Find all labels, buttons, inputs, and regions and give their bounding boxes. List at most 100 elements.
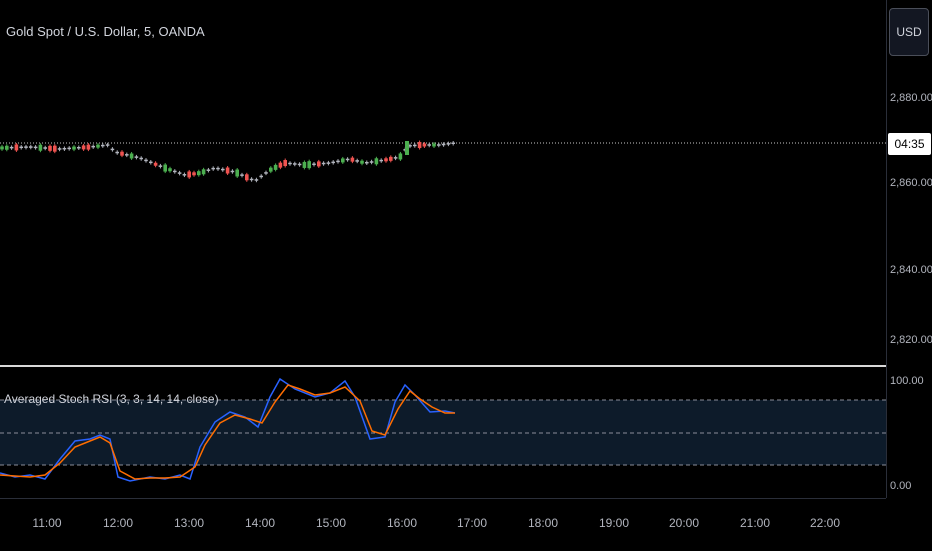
- candle-body: [283, 160, 287, 167]
- candle-body: [14, 144, 19, 151]
- candle-body: [91, 145, 95, 148]
- candle-body: [278, 162, 283, 168]
- price-axis-label: 2,860.000: [890, 177, 932, 189]
- price-axis-label: 2,820.000: [890, 334, 932, 346]
- candle-body: [120, 151, 124, 156]
- oscillator-pane[interactable]: [0, 367, 886, 498]
- candle-body: [149, 161, 153, 164]
- candle-body: [211, 167, 215, 170]
- osc-axis-label: 100.00: [890, 375, 924, 387]
- time-label: 20:00: [668, 516, 700, 530]
- candle-body: [216, 167, 220, 170]
- time-label: 21:00: [739, 516, 771, 530]
- candle-body: [307, 161, 311, 169]
- candle-body: [144, 159, 148, 162]
- time-label: 17:00: [456, 516, 488, 530]
- candle-body: [57, 148, 62, 150]
- candle-body: [115, 151, 119, 154]
- candle-body: [105, 144, 110, 146]
- candle-body: [5, 145, 9, 150]
- candle-body: [240, 174, 244, 176]
- candle-body: [173, 170, 177, 173]
- candle-body: [259, 175, 263, 178]
- candle-body: [9, 146, 14, 149]
- candle-body: [101, 144, 105, 147]
- candle-body: [158, 165, 163, 167]
- time-label: 19:00: [598, 516, 630, 530]
- time-axis[interactable]: [0, 498, 886, 551]
- price-axis[interactable]: [886, 0, 932, 498]
- candle-body: [129, 153, 134, 159]
- osc-axis-label: 0.00: [890, 480, 912, 492]
- price-axis-label: 2,880.000: [890, 92, 932, 104]
- candle-body: [437, 144, 441, 146]
- candle-body: [360, 160, 364, 164]
- time-label: 14:00: [244, 516, 276, 530]
- time-label: 11:00: [32, 516, 62, 530]
- candle-body: [317, 161, 321, 167]
- candle-body: [345, 158, 350, 161]
- candle-body: [197, 171, 201, 176]
- candle-body: [187, 171, 191, 178]
- price-axis-label: 2,840.000: [890, 264, 932, 276]
- bar-countdown: 04:35: [888, 133, 931, 155]
- oscillator-title[interactable]: Averaged Stoch RSI (3, 3, 14, 14, close): [4, 392, 219, 406]
- time-label: 15:00: [315, 516, 347, 530]
- candle-body: [405, 141, 409, 155]
- candle-body: [81, 145, 86, 150]
- candle-body: [432, 143, 436, 147]
- candle-body: [134, 156, 139, 158]
- time-label: 13:00: [173, 516, 205, 530]
- candle-body: [341, 158, 345, 163]
- candle-body: [355, 160, 359, 162]
- candle-body: [72, 146, 76, 150]
- candle-body: [336, 160, 340, 163]
- price-chart-pane[interactable]: Gold Spot / U.S. Dollar, 5, OANDA: [0, 0, 886, 365]
- candle-body: [417, 142, 422, 149]
- candle-body: [62, 147, 67, 150]
- candle-body: [269, 167, 273, 172]
- candle-body: [422, 143, 427, 147]
- candle-body: [273, 164, 278, 170]
- candle-body: [38, 144, 43, 151]
- candle-body: [326, 162, 331, 164]
- candle-body: [33, 146, 38, 149]
- candle-body: [192, 172, 196, 176]
- stoch-rsi-chart: [0, 377, 886, 482]
- candle-body: [43, 147, 47, 149]
- pane-separator[interactable]: [0, 365, 932, 367]
- candle-body: [163, 164, 167, 172]
- candle-body: [369, 161, 374, 163]
- candle-body: [19, 146, 23, 149]
- stoch-k-line: [0, 377, 456, 482]
- candle-body: [67, 147, 71, 150]
- candle-body: [312, 163, 316, 166]
- candle-body: [182, 174, 187, 176]
- candle-body: [384, 158, 388, 162]
- candle-body: [413, 144, 417, 147]
- symbol-title[interactable]: Gold Spot / U.S. Dollar, 5, OANDA: [6, 24, 205, 39]
- candle-body: [53, 145, 57, 152]
- candle-body: [427, 144, 431, 146]
- candle-body: [264, 172, 268, 174]
- candle-body: [125, 154, 129, 156]
- candle-body: [254, 179, 259, 181]
- candle-body: [177, 172, 182, 174]
- currency-button[interactable]: USD: [889, 8, 929, 56]
- candle-body: [96, 144, 100, 148]
- candle-body: [230, 170, 235, 173]
- candle-body: [245, 174, 249, 181]
- candle-body: [225, 167, 230, 174]
- stoch-d-line: [0, 384, 455, 480]
- candle-body: [302, 161, 307, 168]
- candle-body: [201, 169, 206, 175]
- candle-body: [293, 163, 297, 165]
- candle-body: [249, 178, 254, 181]
- candle-body: [235, 169, 239, 177]
- candle-body: [168, 168, 172, 172]
- candle-body: [86, 144, 91, 150]
- candle-body: [374, 158, 379, 165]
- candle-body: [389, 156, 393, 161]
- candle-body: [408, 145, 412, 147]
- candle-body: [24, 146, 28, 148]
